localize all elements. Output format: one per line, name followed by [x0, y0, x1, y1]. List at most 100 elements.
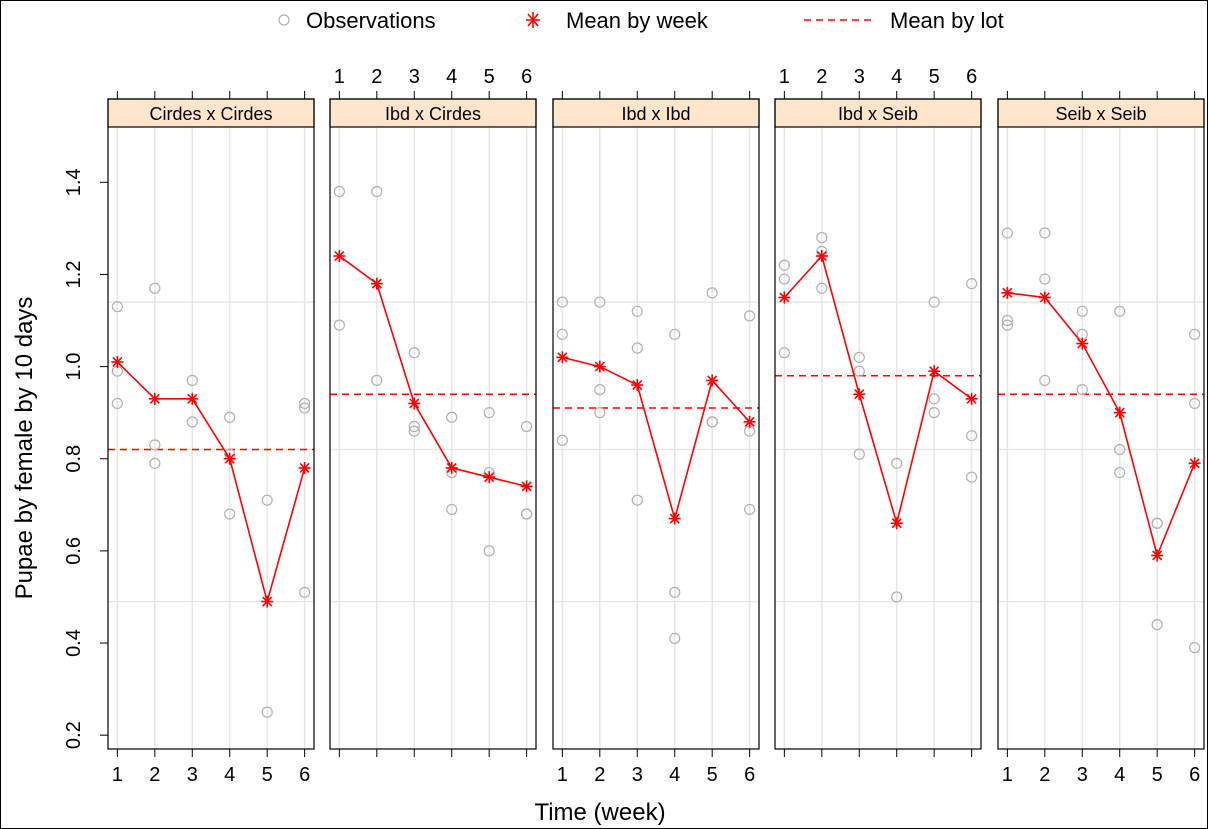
asterisk-stroke: [1077, 338, 1088, 349]
observation-point: [1001, 227, 1013, 239]
observation-point: [521, 508, 533, 520]
observation-point: [299, 402, 311, 414]
legend-observations-label: Observations: [306, 8, 436, 33]
asterisk-stroke: [669, 513, 680, 524]
legend-mean-by-week-label: Mean by week: [566, 8, 709, 33]
asterisk-stroke: [149, 393, 160, 404]
x-tick-label: 5: [484, 66, 495, 88]
observation-point: [891, 457, 903, 469]
y-tick-label: 1.2: [63, 261, 85, 289]
legend-observations-symbol: [278, 14, 290, 26]
observation-point: [149, 457, 161, 469]
observation-point: [371, 185, 383, 198]
observation-point: [1039, 374, 1051, 387]
asterisk-stroke: [521, 481, 532, 492]
asterisk-stroke: [929, 366, 940, 377]
observation-point: [966, 430, 978, 442]
observation-point: [853, 351, 865, 363]
mean-by-week-point: [1151, 549, 1164, 562]
mean-by-week-point: [1001, 286, 1014, 299]
observation-point: [1189, 328, 1201, 340]
y-tick-label: 0.6: [63, 537, 85, 565]
observation-point: [1151, 517, 1163, 529]
observation-point: [744, 503, 756, 516]
observation-point: [1039, 273, 1051, 285]
observation-point: [483, 545, 495, 557]
mean-by-week-point: [445, 461, 458, 474]
observation-point: [706, 287, 718, 299]
mean-by-week-point: [333, 250, 346, 263]
asterisk-stroke: [779, 292, 790, 303]
panel-border: [329, 98, 537, 750]
asterisk-stroke: [854, 389, 865, 400]
panel-4: Ibd x Seib 1 2 3 4 5 6: [774, 66, 982, 757]
observation-point: [149, 282, 161, 294]
observation-point: [371, 374, 383, 387]
observation-point: [1114, 305, 1126, 317]
mean-by-week-point: [223, 452, 236, 465]
observation-point: [891, 591, 903, 603]
observation-point: [261, 494, 273, 506]
panel-border: [107, 98, 315, 750]
observation-point: [261, 706, 273, 718]
asterisk-stroke: [187, 393, 198, 404]
x-tick-label: 5: [929, 66, 940, 88]
x-tick-label: 5: [262, 764, 273, 786]
asterisk-stroke: [744, 416, 755, 427]
observation-point: [483, 407, 495, 419]
observation-point: [778, 259, 790, 271]
observation-point: [744, 310, 756, 322]
x-tick-label: 5: [707, 764, 718, 786]
observation-point: [224, 508, 236, 520]
x-tick-label: 6: [966, 66, 977, 88]
observation-point: [111, 301, 123, 313]
observation-point: [556, 434, 568, 446]
x-tick-label: 1: [112, 764, 123, 786]
asterisk-stroke: [1114, 407, 1125, 418]
panel-5: Seib x Seib 1 2 3 4 5 6: [997, 91, 1205, 786]
observation-point: [446, 411, 458, 423]
mean-by-week-point: [778, 291, 791, 304]
x-tick-label: 3: [854, 66, 865, 88]
asterisk-stroke: [371, 278, 382, 289]
x-tick-label: 3: [187, 764, 198, 786]
asterisk-stroke: [484, 472, 495, 483]
observation-point: [521, 420, 533, 433]
asterisk-stroke: [446, 462, 457, 474]
observation-point: [594, 384, 606, 396]
legend-mean-by-lot-label: Mean by lot: [890, 8, 1004, 33]
observation-point: [853, 365, 865, 377]
x-tick-label: 3: [632, 764, 643, 786]
asterisk-stroke: [1002, 287, 1013, 298]
observation-point: [408, 425, 420, 437]
observation-point: [1076, 305, 1088, 317]
observation-point: [556, 296, 568, 308]
mean-by-week-point: [631, 379, 644, 392]
asterisk-stroke: [299, 462, 310, 474]
mean-by-week-line: [562, 356, 751, 522]
mean-by-week-point: [483, 471, 496, 484]
observation-point: [928, 407, 940, 419]
mean-by-week-point: [1188, 457, 1201, 470]
asterisk-stroke: [966, 393, 977, 404]
observation-point: [408, 420, 420, 433]
x-tick-label: 6: [299, 764, 310, 786]
asterisk-stroke: [334, 250, 345, 262]
x-tick-label: 2: [371, 66, 382, 88]
observation-point: [669, 632, 681, 645]
mean-by-week-line: [116, 361, 306, 605]
y-tick-label: 0.4: [63, 629, 85, 657]
asterisk-stroke: [409, 398, 420, 409]
asterisk-stroke: [594, 361, 605, 372]
asterisk-stroke: [1152, 550, 1163, 561]
observation-point: [816, 231, 828, 244]
observation-point: [669, 328, 681, 340]
asterisk-stroke: [112, 356, 123, 368]
mean-by-week-point: [520, 480, 533, 493]
mean-by-week-point: [298, 461, 311, 474]
panel-strip-label: Ibd x Ibd: [621, 104, 690, 124]
asterisk-stroke: [707, 375, 718, 386]
asterisk-stroke: [891, 518, 902, 529]
